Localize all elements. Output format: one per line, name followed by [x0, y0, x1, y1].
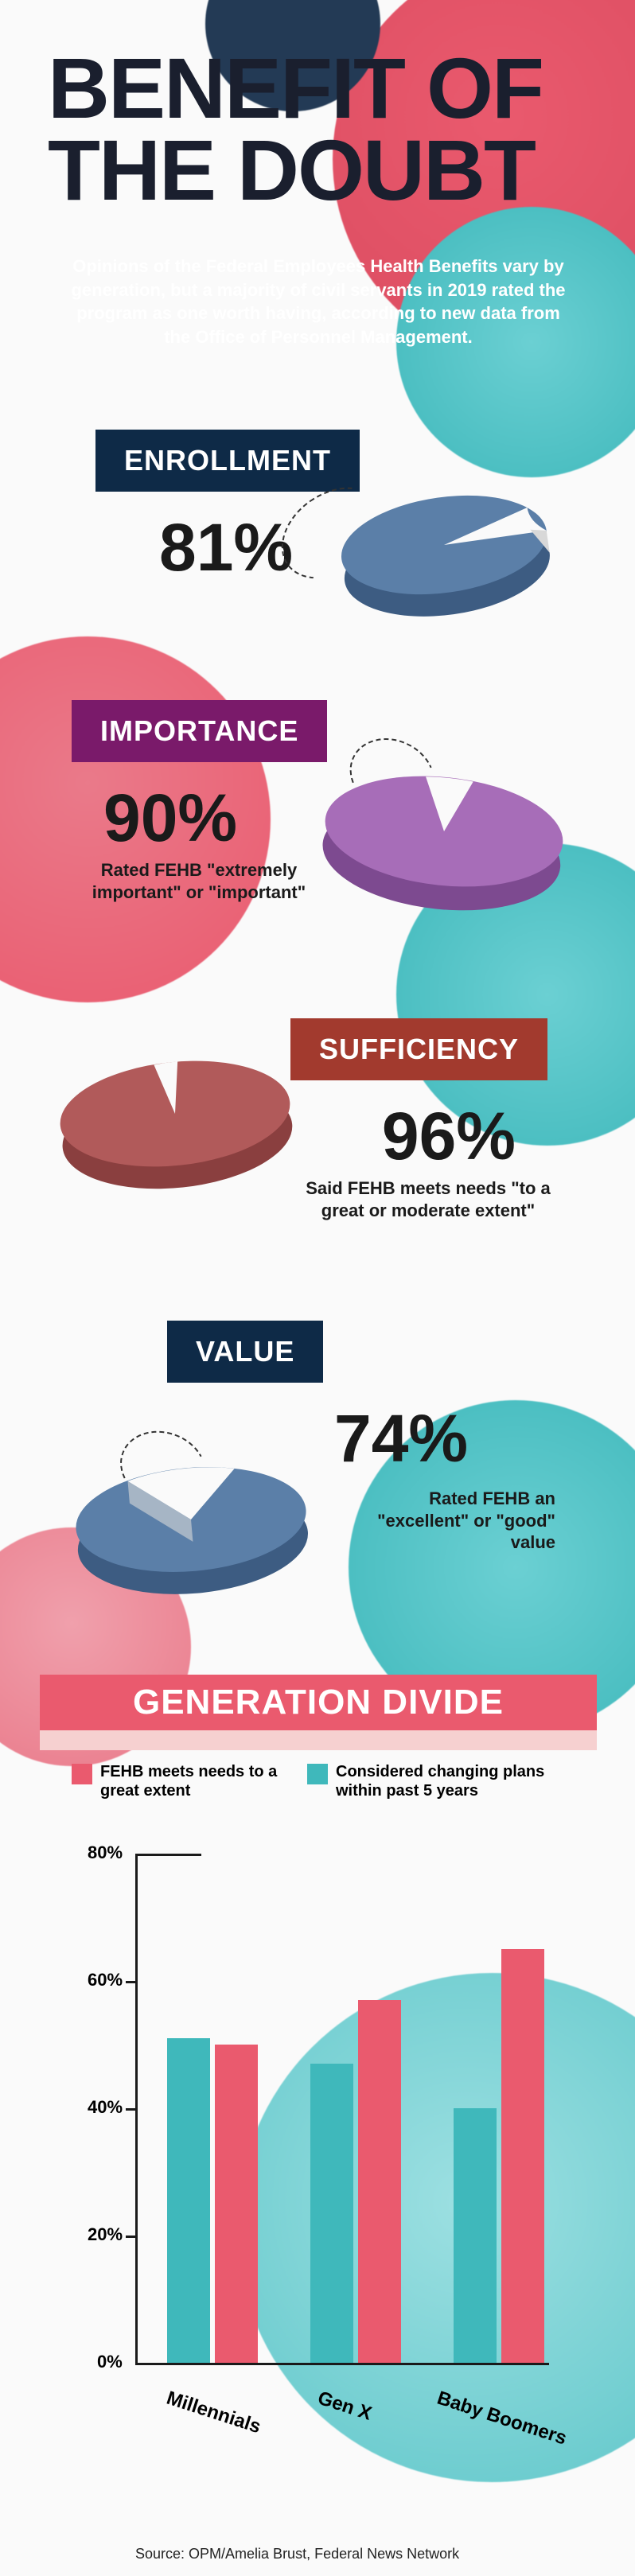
bars-genx [310, 1854, 401, 2363]
pie-sufficiency [40, 1034, 310, 1205]
pct-value: 74% [334, 1400, 468, 1477]
bar-chart: 80% 60% 40% 20% 0% Millennials Gen X Bab… [88, 1838, 565, 2379]
tag-value: VALUE [167, 1321, 323, 1383]
pct-importance: 90% [103, 780, 237, 857]
bar-boomers-meets [501, 1949, 544, 2363]
tick-20 [126, 2236, 138, 2238]
bar-genx-meets [358, 2000, 401, 2363]
legend-item-considered: Considered changing plans within past 5 … [307, 1762, 551, 1800]
legend-swatch-teal [307, 1764, 328, 1784]
legend-label-meets: FEHB meets needs to a great extent [100, 1762, 283, 1800]
ylab-40: 40% [88, 2097, 123, 2118]
tick-40 [126, 2108, 138, 2111]
ylab-0: 0% [97, 2352, 123, 2372]
tag-importance: IMPORTANCE [72, 700, 327, 762]
pct-sufficiency: 96% [382, 1098, 516, 1175]
cap-importance: Rated FEHB "extremely important" or "imp… [80, 859, 318, 903]
bar-genx-considered [310, 2064, 353, 2363]
source-line: Source: OPM/Amelia Brust, Federal News N… [135, 2546, 459, 2562]
ylab-60: 60% [88, 1970, 123, 1990]
legend-label-considered: Considered changing plans within past 5 … [336, 1762, 551, 1800]
legend-item-meets: FEHB meets needs to a great extent [72, 1762, 283, 1800]
main-title: BENEFIT OF THE DOUBT [48, 48, 621, 211]
bar-millennials-considered [167, 2038, 210, 2363]
bars-boomers [454, 1854, 544, 2363]
legend-swatch-red [72, 1764, 92, 1784]
gen-banner: GENERATION DIVIDE [40, 1675, 597, 1730]
ylab-80: 80% [88, 1843, 123, 1863]
ylab-20: 20% [88, 2224, 123, 2245]
x-axis [135, 2363, 549, 2365]
pie-importance [301, 748, 587, 927]
bar-boomers-considered [454, 2108, 497, 2363]
subtitle: Opinions of the Federal Employees Health… [64, 255, 573, 349]
pie-value [56, 1440, 326, 1611]
cap-sufficiency: Said FEHB meets needs "to a great or mod… [301, 1177, 555, 1221]
pct-enrollment: 81% [159, 509, 293, 586]
tag-sufficiency: SUFFICIENCY [290, 1018, 547, 1080]
bars-millennials [167, 1854, 258, 2363]
bar-millennials-meets [215, 2045, 258, 2363]
pie-enrollment [317, 469, 571, 632]
cap-value: Rated FEHB an "excellent" or "good" valu… [349, 1488, 555, 1554]
cat-millennials: Millennials [164, 2387, 263, 2439]
infographic-canvas: BENEFIT OF THE DOUBT Opinions of the Fed… [0, 0, 635, 2576]
legend: FEHB meets needs to a great extent Consi… [72, 1762, 581, 1800]
tick-60 [126, 1981, 138, 1983]
